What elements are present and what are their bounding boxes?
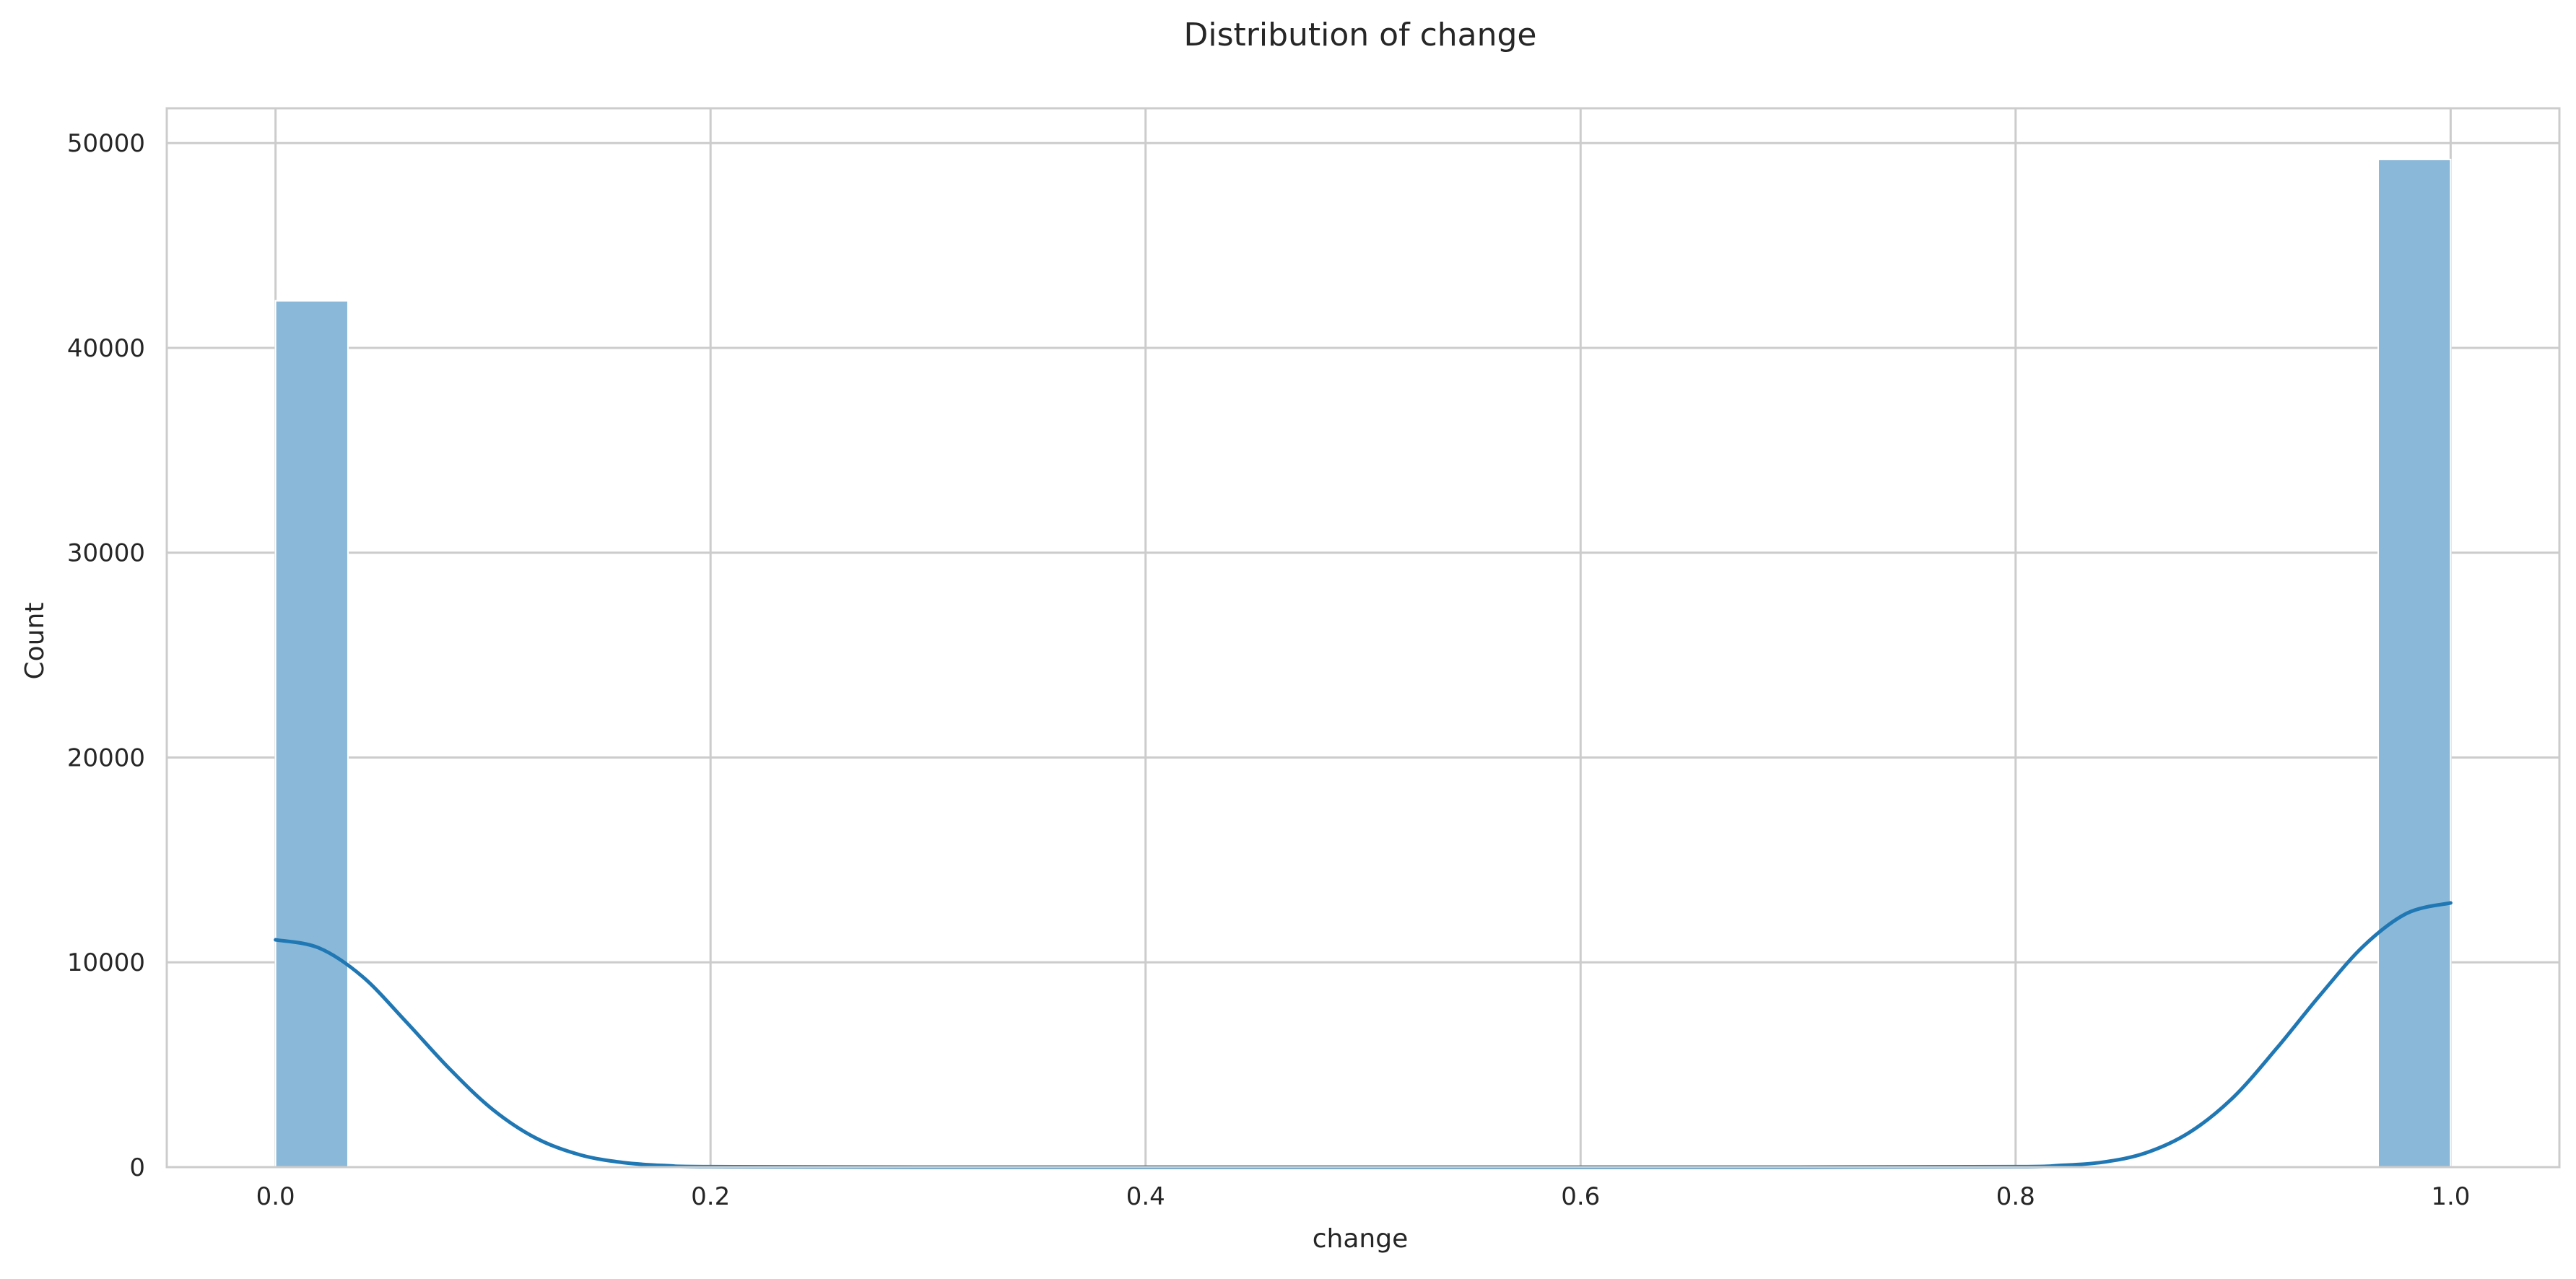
y-tick-label-4: 40000 — [67, 334, 145, 363]
x-tick-label-4: 0.8 — [1996, 1182, 2035, 1211]
x-tick-label-5: 1.0 — [2431, 1182, 2470, 1211]
x-tick-label-2: 0.4 — [1126, 1182, 1165, 1211]
y-tick-label-0: 0 — [129, 1153, 145, 1182]
y-axis-label: Count — [20, 603, 50, 680]
kde-curve-group — [274, 901, 2453, 1169]
kde-curve — [274, 901, 2453, 1169]
x-tick-label-3: 0.6 — [1561, 1182, 1600, 1211]
y-tick-label-1: 10000 — [67, 948, 145, 977]
x-tick-label-1: 0.2 — [691, 1182, 730, 1211]
y-tick-label-3: 30000 — [67, 539, 145, 568]
x-tick-label-0: 0.0 — [256, 1182, 295, 1211]
plot-frame — [165, 107, 2561, 1169]
x-axis-label: change — [1313, 1224, 1409, 1254]
y-tick-label-2: 20000 — [67, 743, 145, 772]
chart-title: Distribution of change — [1183, 17, 1536, 53]
histogram-bar-1 — [2377, 158, 2452, 1168]
y-tick-label-5: 50000 — [67, 129, 145, 158]
histogram-bars — [274, 158, 2452, 1168]
histogram-bar-0 — [274, 300, 349, 1168]
tick-labels: 0.0 0.2 0.4 0.6 0.8 1.0 0 10000 20000 30000 40000 5… — [67, 129, 2471, 1211]
grid-lines — [167, 108, 2559, 1169]
plot-border — [165, 107, 2561, 1169]
